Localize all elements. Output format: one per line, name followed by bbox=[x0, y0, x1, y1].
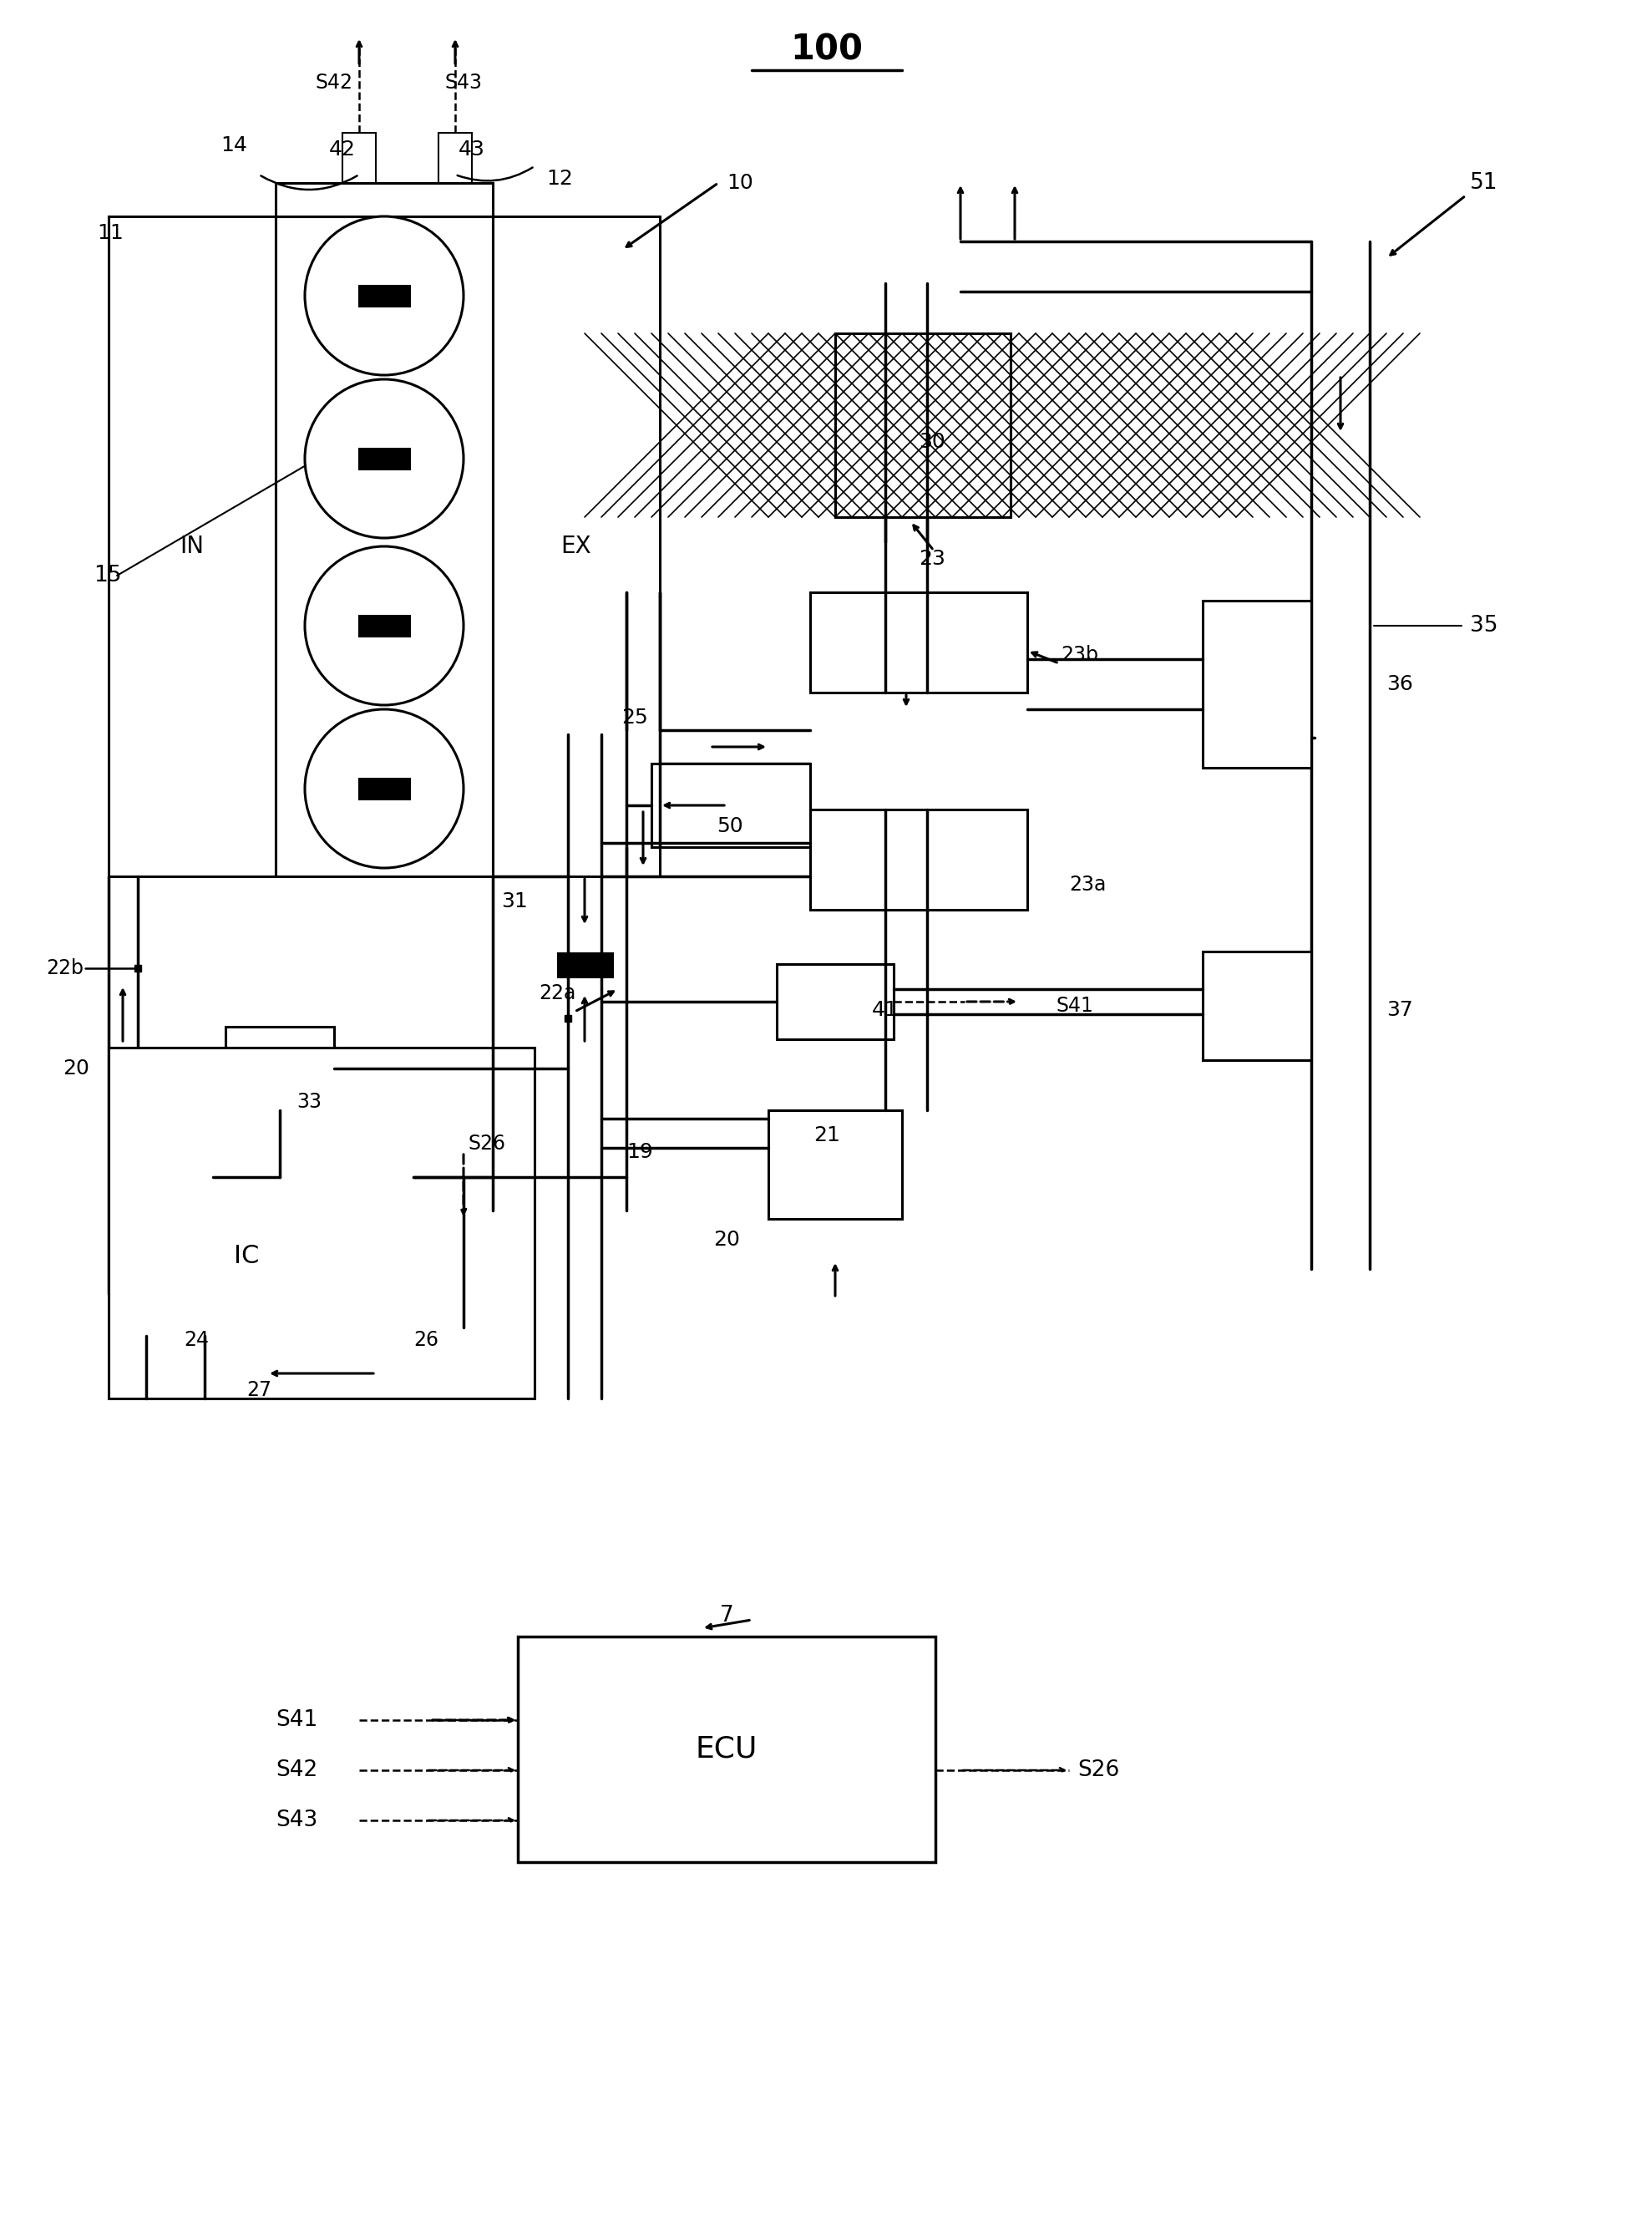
Bar bbox=[438, 133, 472, 184]
Text: 30: 30 bbox=[919, 432, 945, 451]
Text: ECU: ECU bbox=[695, 1735, 758, 1764]
Bar bbox=[651, 763, 809, 848]
Bar bbox=[276, 217, 492, 876]
Text: 20: 20 bbox=[63, 1058, 89, 1078]
Bar bbox=[768, 1111, 902, 1219]
Text: S43: S43 bbox=[444, 73, 482, 93]
Text: 7: 7 bbox=[720, 1604, 733, 1627]
Bar bbox=[776, 965, 894, 1040]
Text: 31: 31 bbox=[501, 892, 527, 912]
Text: 36: 36 bbox=[1386, 675, 1412, 695]
Text: S42: S42 bbox=[276, 1759, 317, 1781]
Bar bbox=[276, 184, 492, 217]
Text: EX: EX bbox=[562, 536, 591, 558]
Bar bbox=[1203, 952, 1312, 1060]
Text: 14: 14 bbox=[220, 135, 248, 155]
Bar bbox=[809, 810, 1028, 910]
Text: 50: 50 bbox=[717, 817, 743, 837]
Bar bbox=[358, 779, 410, 799]
Text: 25: 25 bbox=[621, 708, 648, 728]
Circle shape bbox=[306, 217, 464, 374]
Text: 19: 19 bbox=[626, 1142, 653, 1162]
Bar bbox=[145, 1177, 413, 1337]
Text: S42: S42 bbox=[316, 73, 354, 93]
Text: 22b: 22b bbox=[46, 958, 84, 978]
Text: 12: 12 bbox=[547, 168, 573, 188]
Text: IN: IN bbox=[180, 536, 205, 558]
Text: S26: S26 bbox=[468, 1133, 506, 1153]
Bar bbox=[226, 1027, 334, 1111]
Text: 10: 10 bbox=[727, 173, 753, 193]
Bar bbox=[358, 615, 410, 635]
Bar bbox=[558, 954, 613, 976]
Bar bbox=[109, 1047, 535, 1399]
Bar bbox=[517, 1638, 935, 1861]
Text: 24: 24 bbox=[183, 1330, 208, 1350]
Text: 21: 21 bbox=[813, 1124, 841, 1146]
Text: 23: 23 bbox=[919, 549, 945, 569]
Text: S43: S43 bbox=[276, 1810, 317, 1830]
Bar bbox=[358, 285, 410, 305]
Text: 43: 43 bbox=[459, 139, 486, 159]
Bar bbox=[809, 593, 1028, 693]
Text: 26: 26 bbox=[413, 1330, 438, 1350]
Text: 51: 51 bbox=[1470, 173, 1498, 195]
Text: 33: 33 bbox=[296, 1091, 322, 1111]
Text: 15: 15 bbox=[94, 564, 122, 586]
Text: 42: 42 bbox=[329, 139, 355, 159]
Text: IC: IC bbox=[233, 1244, 259, 1268]
Text: 27: 27 bbox=[246, 1381, 271, 1401]
Bar bbox=[109, 217, 276, 876]
Bar bbox=[358, 449, 410, 469]
Text: 37: 37 bbox=[1386, 1000, 1412, 1020]
Circle shape bbox=[306, 547, 464, 706]
Text: S41: S41 bbox=[276, 1708, 317, 1731]
Bar bbox=[492, 217, 659, 876]
Bar bbox=[836, 334, 1011, 518]
Text: 41: 41 bbox=[872, 1000, 899, 1020]
Bar bbox=[836, 334, 1011, 518]
Text: 22a: 22a bbox=[539, 983, 577, 1002]
Bar bbox=[1203, 600, 1312, 768]
Text: 100: 100 bbox=[791, 31, 862, 66]
Circle shape bbox=[306, 708, 464, 867]
Text: S26: S26 bbox=[1077, 1759, 1120, 1781]
Bar bbox=[413, 1219, 514, 1328]
Text: 23a: 23a bbox=[1069, 874, 1107, 894]
Text: 23b: 23b bbox=[1061, 644, 1099, 664]
Text: 35: 35 bbox=[1470, 615, 1498, 637]
Text: 20: 20 bbox=[714, 1230, 740, 1250]
Circle shape bbox=[306, 378, 464, 538]
Text: S41: S41 bbox=[1057, 996, 1094, 1016]
Bar bbox=[342, 133, 377, 184]
Text: 11: 11 bbox=[97, 224, 124, 243]
